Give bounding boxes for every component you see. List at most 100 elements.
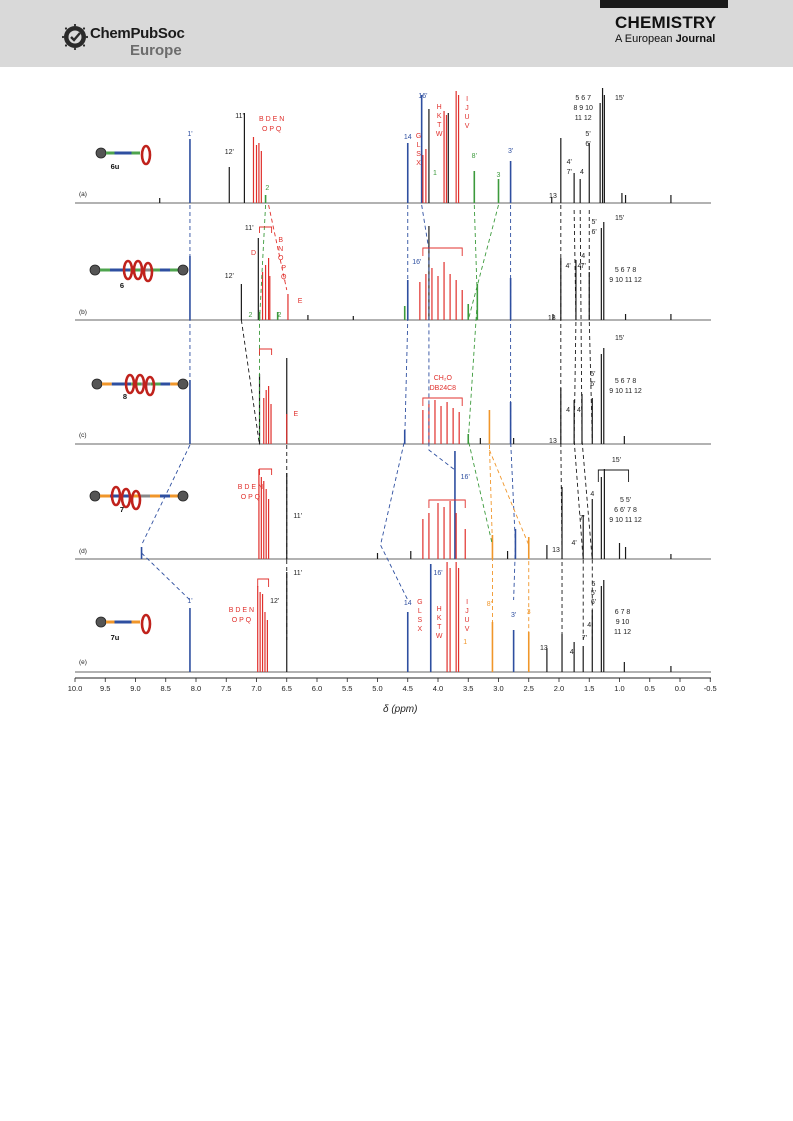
label-a-I-2: U bbox=[465, 114, 470, 121]
label-a-H-2: T bbox=[437, 122, 442, 129]
label-b-12p: 12' bbox=[225, 273, 234, 280]
macrocycle-ring-icon bbox=[134, 373, 146, 395]
label-c-5678: 5 6 7 8 bbox=[615, 378, 637, 385]
label-e-16p: 16' bbox=[433, 570, 442, 577]
label-d-red2: O P Q bbox=[241, 494, 261, 501]
dashed-connector bbox=[467, 204, 493, 546]
label-a-567: 5 6 7 bbox=[575, 95, 591, 102]
label-b-PQ-1: Q bbox=[281, 274, 287, 281]
label-c-DB: DB24C8 bbox=[430, 385, 457, 392]
label-d-11p: 11' bbox=[293, 513, 302, 520]
axle-segment bbox=[131, 620, 140, 624]
label-e-G-0: G bbox=[417, 599, 422, 606]
axle-segment bbox=[123, 151, 132, 155]
label-d-16p: 16' bbox=[461, 474, 470, 481]
bracket-7 bbox=[259, 468, 273, 475]
label-a-I-3: V bbox=[465, 123, 470, 130]
x-tick-label: 0.5 bbox=[645, 684, 655, 693]
stopper-ball-icon bbox=[177, 378, 189, 390]
label-e-1112: 11 12 bbox=[614, 629, 631, 636]
label-a-1p: 1' bbox=[187, 131, 192, 138]
label-a-6p: 6' bbox=[585, 141, 590, 148]
label-c-5p: 5' bbox=[590, 371, 595, 378]
label-a-4p: 4' bbox=[567, 159, 572, 166]
label-e-3: 3 bbox=[527, 609, 531, 616]
dashed-connector bbox=[421, 204, 456, 471]
axle-segment bbox=[120, 494, 130, 498]
label-b-D: D bbox=[251, 250, 256, 257]
label-e-4p: 4' bbox=[570, 649, 575, 656]
axle-segment bbox=[106, 151, 115, 155]
macrocycle-ring-icon bbox=[144, 375, 156, 397]
journal-title: CHEMISTRY bbox=[615, 13, 717, 32]
label-e-5p: 5' bbox=[591, 590, 596, 597]
label-b-BNO-0: B bbox=[278, 237, 283, 244]
compound-label: 8 bbox=[123, 392, 127, 401]
label-e-910: 9 10 bbox=[616, 619, 630, 626]
dashed-connector bbox=[141, 444, 191, 546]
axle-segment bbox=[130, 494, 140, 498]
x-tick-label: 7.5 bbox=[221, 684, 231, 693]
x-axis-ticks: 10.0 9.5 9.0 8.5 8.0 7.5 7.0 6.5 6.0 5.5 5.0 4.5 4.0… bbox=[68, 678, 717, 693]
x-tick-label: 3.5 bbox=[463, 684, 473, 693]
label-e-1: 1 bbox=[463, 639, 467, 646]
x-tick-label: 6.0 bbox=[312, 684, 322, 693]
label-b-7p: 7' bbox=[581, 263, 586, 270]
stopper-ball-icon bbox=[177, 264, 189, 276]
label-b-4pp: 4' bbox=[578, 263, 583, 270]
stopper-ball-icon bbox=[91, 378, 103, 390]
spectrum-7 bbox=[75, 451, 711, 560]
dashed-connector bbox=[510, 205, 516, 601]
macrocycle-ring-icon bbox=[140, 144, 152, 166]
x-tick-label: 9.5 bbox=[100, 684, 110, 693]
label-a-15p: 15' bbox=[615, 95, 624, 102]
label-a-G-0: G bbox=[416, 133, 421, 140]
dashed-connector bbox=[141, 552, 191, 601]
label-d-15p: 15' bbox=[612, 457, 621, 464]
dashed-connector bbox=[467, 204, 499, 321]
label-c-9to12: 9 10 11 12 bbox=[609, 388, 642, 395]
label-a-8p: 8' bbox=[472, 153, 477, 160]
macrocycle-ring-icon bbox=[132, 259, 144, 281]
label-a-G-1: L bbox=[417, 142, 421, 149]
label-e-I-0: I bbox=[466, 599, 468, 606]
macrocycle-ring-icon bbox=[110, 485, 122, 507]
label-d-55: 5 5' bbox=[620, 497, 631, 504]
axle-segment bbox=[140, 494, 150, 498]
label-b-BNO-2: O bbox=[278, 255, 284, 262]
label-a-red2: O P Q bbox=[262, 126, 282, 133]
panel-id: (b) bbox=[79, 309, 87, 316]
panel-id: (c) bbox=[79, 432, 87, 439]
x-tick-label: 2.0 bbox=[554, 684, 564, 693]
label-a-5p: 5' bbox=[585, 131, 590, 138]
x-tick-label: 4.0 bbox=[433, 684, 443, 693]
label-a-13: 13 bbox=[549, 193, 557, 200]
bracket-cluster-7 bbox=[428, 499, 466, 508]
assignment-connectors bbox=[141, 204, 630, 640]
dashed-connector bbox=[259, 204, 267, 440]
label-e-I-3: V bbox=[465, 626, 470, 633]
compound-label: 6 bbox=[120, 281, 124, 290]
journal-bar bbox=[600, 0, 728, 8]
label-e-678: 6 7 8 bbox=[615, 609, 631, 616]
label-c-E: E bbox=[293, 411, 298, 418]
axle-segment bbox=[106, 620, 115, 624]
label-d-red1: B D E N bbox=[238, 484, 263, 491]
label-c-4p: 4' bbox=[577, 407, 582, 414]
label-e-6p: 6' bbox=[591, 599, 596, 606]
panel-identifiers: (a) (b) (c) (d) (e) bbox=[79, 191, 87, 666]
label-d-9to12: 9 10 11 12 bbox=[609, 517, 642, 524]
label-c-4: 4 bbox=[566, 407, 570, 414]
label-b-4p: 4' bbox=[565, 263, 570, 270]
label-e-13: 13 bbox=[540, 645, 548, 652]
x-axis-label: δ (ppm) bbox=[383, 704, 417, 715]
compound-label: 7u bbox=[111, 633, 120, 642]
x-tick-label: 9.0 bbox=[130, 684, 140, 693]
axle-segment bbox=[150, 268, 160, 272]
label-b-2b: 2 bbox=[278, 312, 282, 319]
x-tick-label: 10.0 bbox=[68, 684, 83, 693]
label-c-13: 13 bbox=[549, 438, 557, 445]
journal-subtitle-prefix: A European bbox=[615, 33, 673, 45]
label-e-G-3: X bbox=[418, 626, 423, 633]
label-a-16p: 16' bbox=[418, 93, 427, 100]
